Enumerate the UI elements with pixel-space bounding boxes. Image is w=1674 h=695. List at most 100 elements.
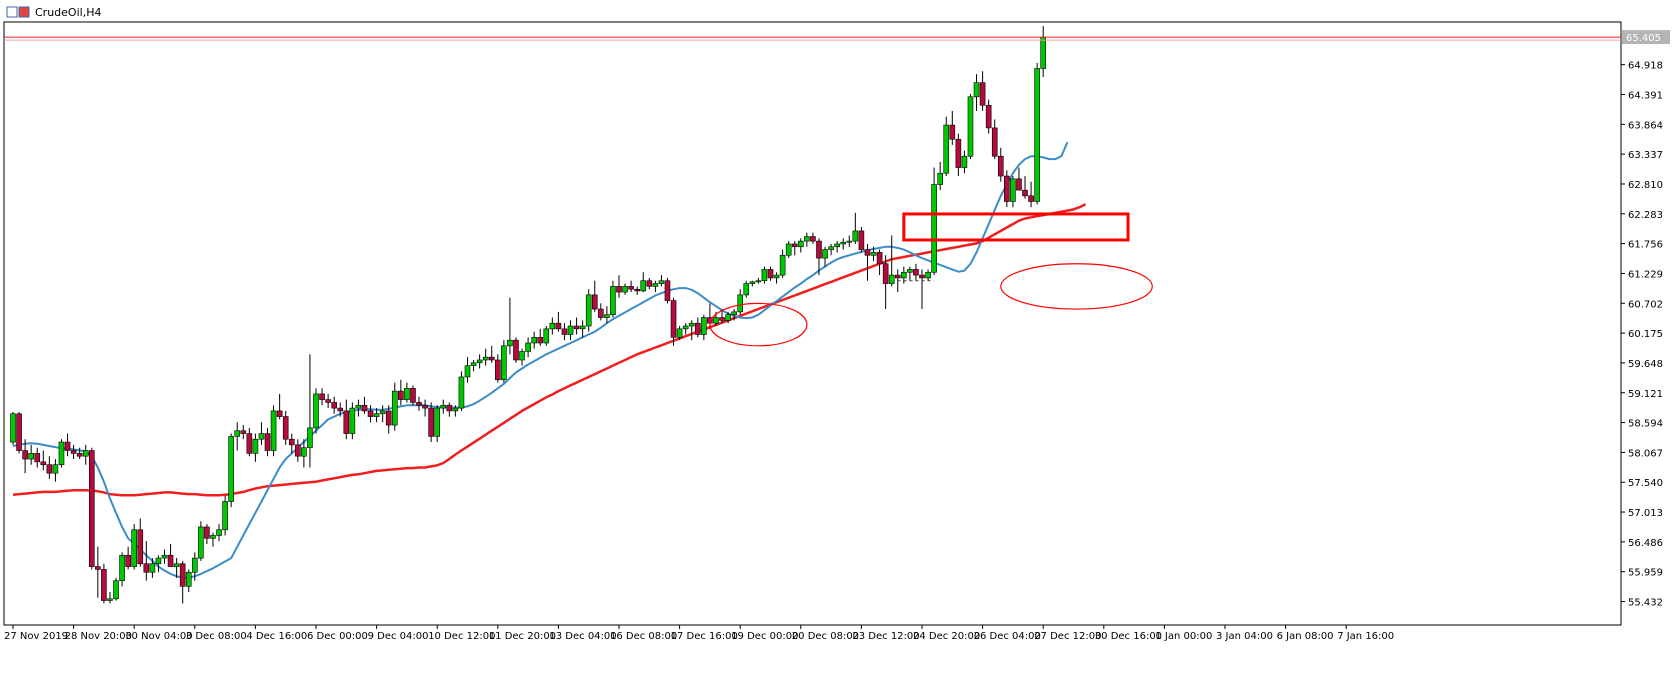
- candle: [295, 439, 301, 462]
- candle: [652, 280, 659, 293]
- candle-body: [779, 254, 786, 276]
- candle: [1028, 181, 1034, 208]
- candle-body: [313, 393, 319, 429]
- candle-body: [155, 557, 162, 565]
- candle-body: [640, 280, 647, 292]
- price-axis[interactable]: 55.432 55.959 56.486 57.013 57.540 58.067 58.5…: [1621, 61, 1663, 609]
- y-tick-label: 60.175: [1628, 329, 1663, 340]
- candle-body: [488, 356, 495, 361]
- candle: [943, 116, 950, 177]
- candle-body: [628, 286, 634, 290]
- candle-body: [501, 345, 507, 381]
- candle-body: [131, 529, 137, 567]
- candle-body: [979, 82, 986, 106]
- x-tick-label: 26 Dec 04:00: [974, 631, 1041, 642]
- candle: [555, 311, 562, 332]
- candle-body: [1034, 68, 1040, 202]
- candle: [34, 447, 41, 468]
- candle: [501, 340, 507, 383]
- candle-body: [573, 325, 580, 330]
- candle: [131, 524, 137, 570]
- candle-body: [894, 274, 901, 279]
- candle-body: [34, 453, 41, 463]
- x-tick-label: 3 Dec 08:00: [186, 631, 247, 642]
- candle: [1034, 62, 1040, 205]
- candle: [973, 74, 980, 111]
- y-tick-label: 60.702: [1628, 299, 1663, 310]
- candle-body: [76, 453, 83, 457]
- y-tick-label: 57.540: [1628, 478, 1663, 489]
- candle: [907, 266, 913, 281]
- candle: [137, 518, 144, 567]
- x-tick-label: 23 Dec 12:00: [852, 631, 919, 642]
- candle-body: [834, 243, 840, 248]
- candle: [828, 243, 834, 256]
- candle: [991, 119, 998, 160]
- candle: [931, 167, 937, 276]
- candle-body: [991, 127, 998, 157]
- candle-body: [701, 317, 707, 335]
- candle: [1010, 176, 1016, 208]
- candle: [634, 286, 640, 295]
- candle: [767, 266, 774, 281]
- candle-body: [907, 269, 913, 273]
- candle-body: [161, 554, 168, 559]
- candle-body: [882, 263, 889, 284]
- candle-body: [785, 243, 792, 256]
- candle-body: [70, 450, 77, 454]
- candle: [628, 280, 634, 293]
- candle: [325, 393, 331, 409]
- candle: [204, 524, 210, 544]
- candle: [870, 246, 877, 261]
- candle-body: [482, 356, 489, 361]
- candle: [264, 427, 271, 457]
- candle-body: [58, 441, 65, 465]
- candle-body: [198, 526, 204, 559]
- candle: [919, 269, 925, 310]
- candle: [519, 348, 525, 366]
- candle-body: [816, 240, 822, 259]
- candle-body: [95, 566, 101, 570]
- candle: [410, 385, 416, 406]
- candle: [797, 238, 804, 253]
- candle: [10, 412, 16, 445]
- candle: [276, 393, 283, 420]
- candle: [834, 241, 840, 253]
- candle-body: [149, 563, 156, 573]
- candle-body: [46, 464, 53, 474]
- candle-body: [185, 571, 192, 587]
- x-tick-label: 11 Dec 20:00: [489, 631, 556, 642]
- candle: [955, 133, 962, 177]
- candle-body: [507, 339, 513, 347]
- candle: [1022, 176, 1028, 199]
- candle-body: [1028, 195, 1034, 202]
- candle: [604, 306, 610, 324]
- candle-body: [688, 322, 695, 327]
- candle-body: [876, 252, 883, 265]
- y-tick-label: 59.121: [1628, 389, 1663, 400]
- x-tick-label: 6 Jan 08:00: [1277, 631, 1334, 642]
- candle: [107, 592, 113, 604]
- candle: [482, 348, 489, 366]
- candle-body: [616, 286, 622, 293]
- candle-body: [107, 598, 113, 601]
- candle-body: [1040, 37, 1046, 69]
- candle-body: [579, 325, 586, 330]
- candle: [598, 303, 604, 321]
- candle-body: [476, 359, 483, 364]
- candle: [494, 354, 501, 383]
- candle: [143, 541, 150, 581]
- candle: [949, 110, 956, 145]
- candle: [282, 410, 289, 445]
- candle: [549, 317, 556, 335]
- candle: [658, 275, 665, 287]
- candle: [682, 323, 689, 335]
- candle-body: [828, 246, 834, 250]
- candle: [464, 357, 471, 383]
- candle-body: [240, 430, 247, 434]
- candle-body: [919, 274, 925, 279]
